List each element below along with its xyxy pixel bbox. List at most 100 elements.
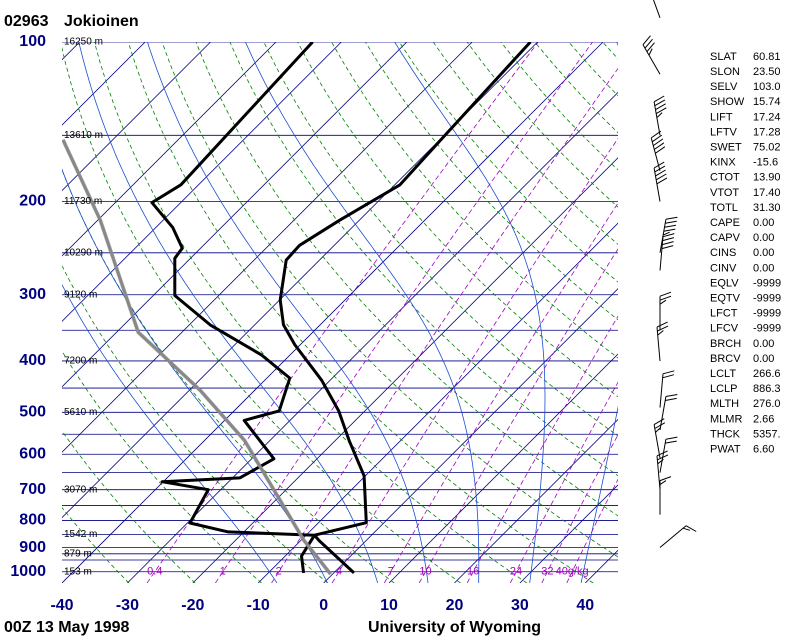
wind-barb [659, 233, 675, 271]
isotherm [192, 157, 618, 583]
moist-adiabat [245, 42, 480, 583]
mixing-ratio-label: 7 [388, 566, 394, 578]
index-value: 0.00 [753, 247, 774, 259]
y-tick-label: 800 [19, 512, 46, 529]
index-label: VTOT [710, 187, 739, 199]
moist-adiabat [394, 42, 546, 583]
index-value: 17.40 [753, 187, 781, 199]
mixing-ratio-line [418, 248, 618, 583]
index-label: EQTV [710, 293, 741, 305]
index-value: 31.30 [753, 202, 781, 214]
height-label: 9120 m [64, 289, 97, 300]
index-value: -9999 [753, 323, 781, 335]
isotherm [62, 42, 277, 257]
index-label: TOTL [710, 202, 738, 214]
index-value: 17.24 [753, 111, 781, 123]
mixing-ratio-label: 2 [276, 566, 282, 578]
dry-adiabat [62, 264, 329, 583]
height-label: 10290 m [64, 247, 103, 258]
mixing-ratio-label: 40g/kg [556, 566, 589, 578]
index-label: CINS [710, 247, 736, 259]
index-label: LCLP [710, 383, 738, 395]
isotherm [62, 42, 473, 453]
wind-barb [642, 35, 661, 75]
mixing-ratio-line [466, 315, 618, 583]
index-label: KINX [710, 157, 736, 169]
index-label: SWET [710, 142, 742, 154]
index-value: 0.00 [753, 217, 774, 229]
isotherm [62, 42, 211, 192]
mixing-ratio-label: 10 [419, 566, 431, 578]
index-label: LIFT [710, 111, 733, 123]
wind-barb [659, 525, 697, 548]
height-label: 13610 m [64, 130, 103, 141]
height-label: 1542 m [64, 529, 97, 540]
index-label: SELV [710, 81, 738, 93]
isotherm [62, 42, 604, 583]
index-label: CINV [710, 262, 737, 274]
y-tick-label: 1000 [10, 563, 46, 580]
index-value: 2.66 [753, 413, 774, 425]
moist-adiabat [78, 42, 379, 583]
isotherm [127, 91, 618, 583]
height-label: 879 m [64, 548, 92, 559]
index-value: 15.74 [753, 96, 781, 108]
index-value: 0.00 [753, 338, 774, 350]
index-value: 886.3 [753, 383, 781, 395]
index-value: -9999 [753, 308, 781, 320]
wind-barb [659, 370, 675, 408]
isotherm [323, 288, 618, 583]
dry-adiabat [297, 42, 618, 398]
index-value: -9999 [753, 293, 781, 305]
profile-line [62, 139, 332, 576]
height-label: 153 m [64, 566, 92, 577]
y-tick-label: 500 [19, 404, 46, 421]
x-tick-label: -40 [50, 597, 73, 614]
mixing-ratio-line [271, 67, 618, 583]
mixing-ratio-line [566, 478, 618, 583]
x-tick-label: -30 [116, 597, 139, 614]
index-value: -15.6 [753, 157, 778, 169]
y-tick-label: 600 [19, 445, 46, 462]
height-label: 7200 m [64, 356, 97, 367]
y-tick-label: 400 [19, 352, 46, 369]
y-tick-label: 900 [19, 539, 46, 556]
wind-barb [659, 291, 672, 331]
mixing-ratio-line [509, 381, 618, 583]
source-label: University of Wyoming [368, 619, 541, 636]
moist-adiabat [580, 42, 618, 583]
moist-adiabat [147, 42, 429, 583]
profile-line [278, 42, 532, 575]
height-label: 3070 m [64, 484, 97, 495]
index-label: LFCT [710, 308, 738, 320]
index-label: BRCV [710, 353, 741, 365]
index-label: CTOT [710, 172, 740, 184]
wind-barb [659, 436, 678, 473]
index-label: LFCV [710, 323, 739, 335]
dry-adiabat [161, 42, 618, 558]
index-label: PWAT [710, 444, 741, 456]
dry-adiabat [62, 430, 196, 583]
index-value: 5357. [753, 428, 781, 440]
index-label: SLAT [710, 51, 737, 63]
x-tick-label: 40 [576, 597, 594, 614]
index-label: CAPE [710, 217, 740, 229]
x-tick-label: 30 [511, 597, 529, 614]
index-label: LCLT [710, 368, 736, 380]
index-value: 0.00 [753, 262, 774, 274]
index-value: 6.60 [753, 444, 774, 456]
y-tick-label: 100 [19, 33, 46, 50]
wind-barb [653, 95, 667, 136]
mixing-ratio-label: 1 [220, 566, 226, 578]
profile-line [150, 42, 316, 574]
x-tick-label: -10 [247, 597, 270, 614]
y-tick-label: 300 [19, 286, 46, 303]
index-value: 103.0 [753, 81, 781, 93]
mixing-ratio-label: 32 [541, 566, 553, 578]
index-value: 17.28 [753, 126, 781, 138]
moist-adiabat [62, 283, 278, 583]
dry-adiabat [365, 42, 618, 321]
